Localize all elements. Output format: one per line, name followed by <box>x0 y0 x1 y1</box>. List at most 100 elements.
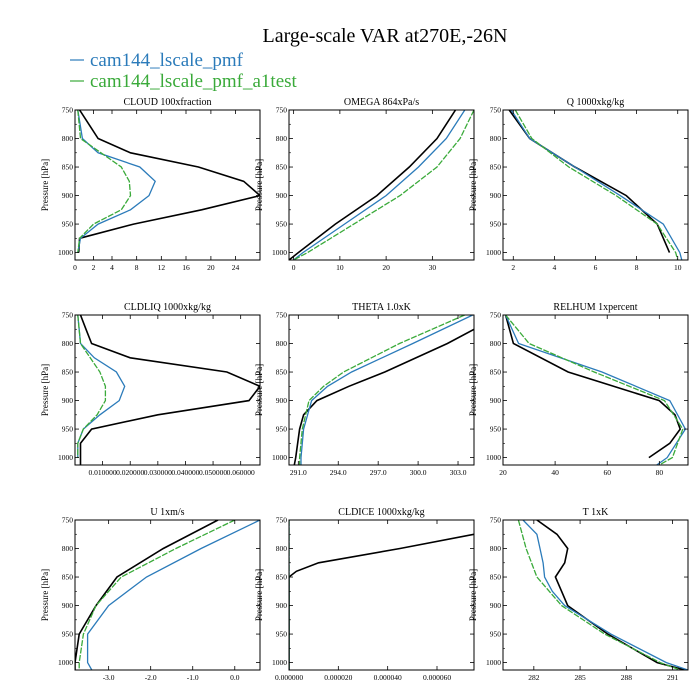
x-tick-label: 294.0 <box>330 468 347 477</box>
panel-title: Q 1000xkg/kg <box>567 97 625 108</box>
x-tick-label: 297.0 <box>370 468 387 477</box>
x-tick-label: 24 <box>232 263 240 272</box>
legend-label-2: cam144_lscale_pmf_a1test <box>90 71 298 92</box>
x-tick-label: 4 <box>553 263 557 272</box>
series-line-1 <box>504 315 682 459</box>
y-tick-label: 900 <box>490 601 502 610</box>
series-line-2 <box>522 520 688 670</box>
x-tick-label: -2.0 <box>145 673 157 682</box>
y-tick-label: 750 <box>62 106 74 115</box>
y-axis-label: Pressure [hPa] <box>40 364 50 416</box>
y-tick-label: 1000 <box>272 658 287 667</box>
plot-frame <box>502 109 689 261</box>
x-tick-label: 8 <box>635 263 639 272</box>
x-tick-label: 20 <box>207 263 215 272</box>
series-line-1 <box>508 110 671 253</box>
series-line-1 <box>289 110 457 260</box>
series-line-3 <box>77 110 132 253</box>
y-tick-label: 800 <box>62 544 74 553</box>
series-line-2 <box>510 110 683 260</box>
y-tick-label: 800 <box>490 339 502 348</box>
y-tick-label: 950 <box>276 630 288 639</box>
plot-frame <box>502 519 689 671</box>
panel-title: THETA 1.0xK <box>352 302 411 313</box>
y-axis-label: Pressure [hPa] <box>468 569 478 621</box>
x-tick-label: 285 <box>574 673 586 682</box>
x-tick-label: 0.000020 <box>324 673 352 682</box>
x-tick-label: 10 <box>674 263 682 272</box>
y-tick-label: 800 <box>276 544 288 553</box>
y-axis-label: Pressure [hPa] <box>468 159 478 211</box>
y-tick-label: 1000 <box>58 453 73 462</box>
x-tick-label: 0.060000 <box>227 468 255 477</box>
plot-frame <box>74 519 261 671</box>
y-tick-label: 800 <box>490 134 502 143</box>
plot-frame <box>288 314 475 466</box>
y-tick-label: 750 <box>276 516 288 525</box>
y-tick-label: 950 <box>490 220 502 229</box>
panel-4: 750 800 850 900 950 1000 0.010000 0.020000 0.030… <box>40 302 261 477</box>
panel-8: 750 800 850 900 950 1000 0.000000 0.000020 0.000… <box>254 507 475 682</box>
y-tick-label: 850 <box>490 368 502 377</box>
series-line-2 <box>86 520 260 670</box>
legend: cam144_lscale_pmf cam144_lscale_pmf_a1te… <box>70 50 298 92</box>
x-tick-label: 0.000000 <box>275 673 303 682</box>
y-tick-label: 1000 <box>58 658 73 667</box>
y-tick-label: 750 <box>276 106 288 115</box>
x-tick-label: 16 <box>182 263 190 272</box>
x-tick-label: 20 <box>382 263 390 272</box>
y-tick-label: 800 <box>276 134 288 143</box>
plot-frame <box>74 314 261 466</box>
y-tick-label: 1000 <box>486 453 501 462</box>
y-tick-label: 800 <box>490 544 502 553</box>
x-tick-label: 291.0 <box>290 468 307 477</box>
series-line-3 <box>78 520 236 670</box>
panel-title: T 1xK <box>583 507 609 518</box>
x-tick-label: 0.000060 <box>423 673 451 682</box>
y-tick-label: 1000 <box>272 453 287 462</box>
x-tick-label: 2 <box>92 263 96 272</box>
x-tick-label: 60 <box>603 468 611 477</box>
y-tick-label: 900 <box>62 191 74 200</box>
series-line-3 <box>77 315 107 458</box>
plot-frame <box>502 314 689 466</box>
series-line-1 <box>536 520 686 670</box>
panel-7: 750 800 850 900 950 1000 -3.0 -2.0 -1.0 0.0 U 1xm/… <box>40 507 261 682</box>
series-line-3 <box>505 315 684 465</box>
y-tick-label: 850 <box>276 573 288 582</box>
y-tick-label: 950 <box>276 425 288 434</box>
y-axis-label: Pressure [hPa] <box>254 159 264 211</box>
y-tick-label: 1000 <box>486 658 501 667</box>
panel-title: U 1xm/s <box>150 507 184 518</box>
x-tick-label: 0.030000 <box>144 468 172 477</box>
y-tick-label: 950 <box>62 425 74 434</box>
x-tick-label: -3.0 <box>103 673 115 682</box>
series-line-2 <box>293 110 466 260</box>
y-axis-label: Pressure [hPa] <box>40 569 50 621</box>
panel-9: 750 800 850 900 950 1000 282 285 288 291 T 1xK Pres… <box>468 507 689 682</box>
y-tick-label: 800 <box>62 339 74 348</box>
x-tick-label: 30 <box>429 263 437 272</box>
series-line-2 <box>505 315 687 465</box>
x-tick-label: 20 <box>499 468 507 477</box>
y-tick-label: 850 <box>62 573 74 582</box>
y-tick-label: 750 <box>490 516 502 525</box>
y-tick-label: 950 <box>276 220 288 229</box>
x-tick-label: 4 <box>110 263 114 272</box>
y-axis-label: Pressure [hPa] <box>40 159 50 211</box>
y-tick-label: 850 <box>490 573 502 582</box>
x-tick-label: 0 <box>292 263 296 272</box>
x-tick-label: 300.0 <box>410 468 427 477</box>
y-tick-label: 950 <box>490 630 502 639</box>
y-tick-label: 950 <box>62 630 74 639</box>
plot-frame <box>74 109 261 261</box>
panel-title: CLDLIQ 1000xkg/kg <box>124 302 211 313</box>
y-tick-label: 950 <box>490 425 502 434</box>
series-line-2 <box>77 110 156 253</box>
x-tick-label: 0.000040 <box>374 673 402 682</box>
x-tick-label: -1.0 <box>187 673 199 682</box>
x-tick-label: 2 <box>511 263 515 272</box>
x-tick-label: 6 <box>594 263 598 272</box>
x-tick-label: 8 <box>135 263 139 272</box>
